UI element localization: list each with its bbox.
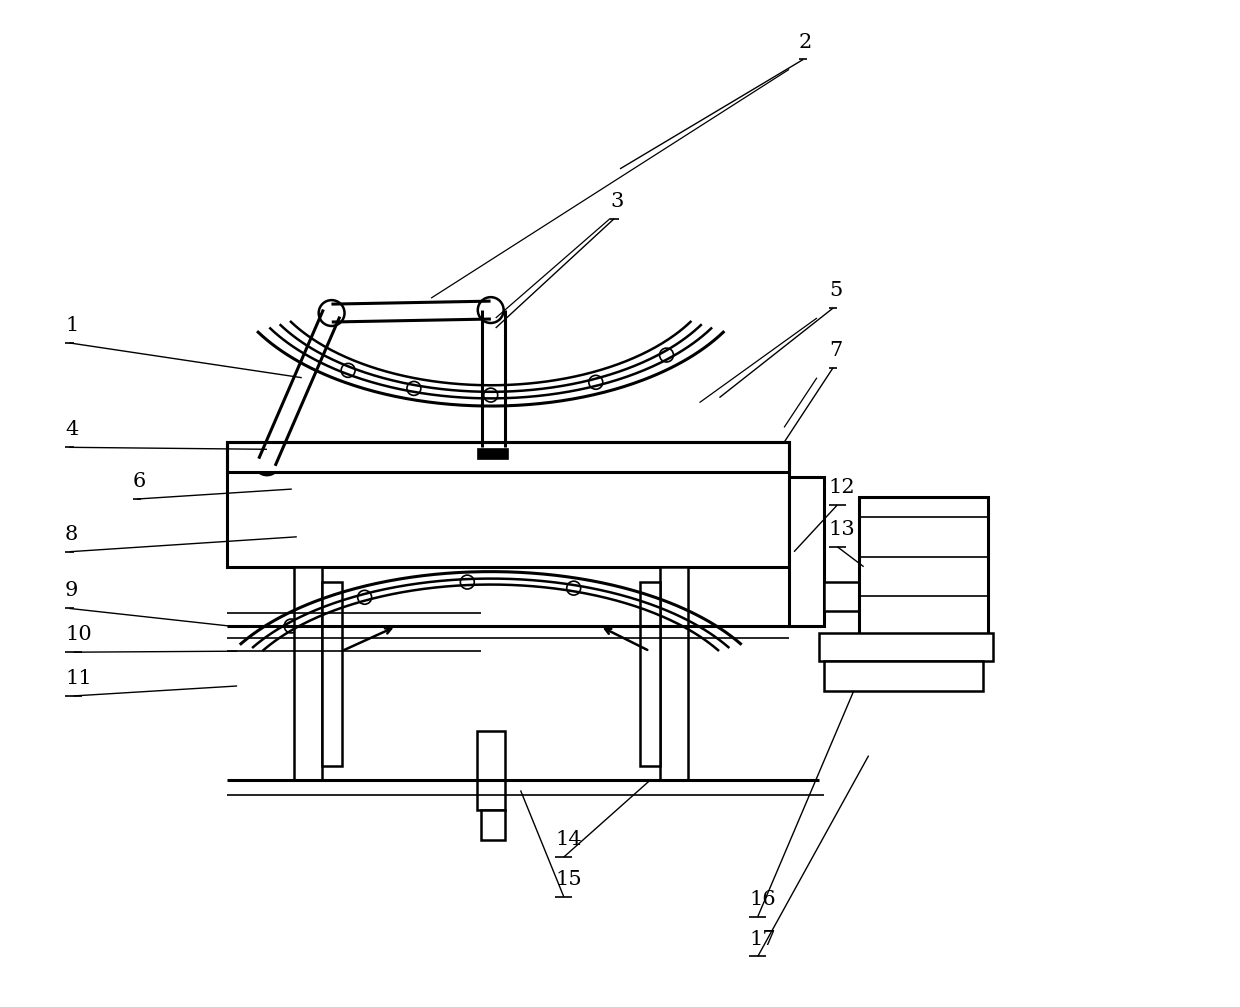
Bar	[660, 567, 688, 780]
Text: 7: 7	[828, 340, 842, 359]
Bar	[227, 442, 789, 567]
Bar	[294, 567, 321, 780]
Text: 4: 4	[64, 420, 78, 439]
Bar	[227, 442, 789, 472]
Bar	[477, 449, 507, 459]
Text: 8: 8	[64, 525, 78, 544]
Bar	[858, 497, 988, 636]
Text: 14: 14	[556, 830, 582, 849]
Text: 13: 13	[828, 520, 856, 539]
Text: 11: 11	[64, 669, 92, 688]
Bar	[640, 582, 660, 765]
Text: 5: 5	[828, 281, 842, 300]
Bar	[789, 477, 823, 626]
Text: 6: 6	[133, 472, 146, 491]
Text: 1: 1	[64, 316, 78, 335]
Text: 15: 15	[556, 870, 582, 889]
Text: 3: 3	[610, 191, 624, 210]
Text: 16: 16	[749, 890, 776, 908]
Text: 9: 9	[64, 581, 78, 600]
Bar	[481, 811, 505, 840]
Text: 2: 2	[799, 32, 812, 51]
Text: 17: 17	[749, 929, 776, 949]
Bar	[477, 731, 505, 811]
Bar	[321, 582, 341, 765]
Text: 10: 10	[64, 625, 92, 644]
Bar	[818, 633, 993, 662]
Bar	[823, 582, 858, 611]
Text: 12: 12	[828, 478, 856, 497]
Bar	[823, 662, 983, 691]
